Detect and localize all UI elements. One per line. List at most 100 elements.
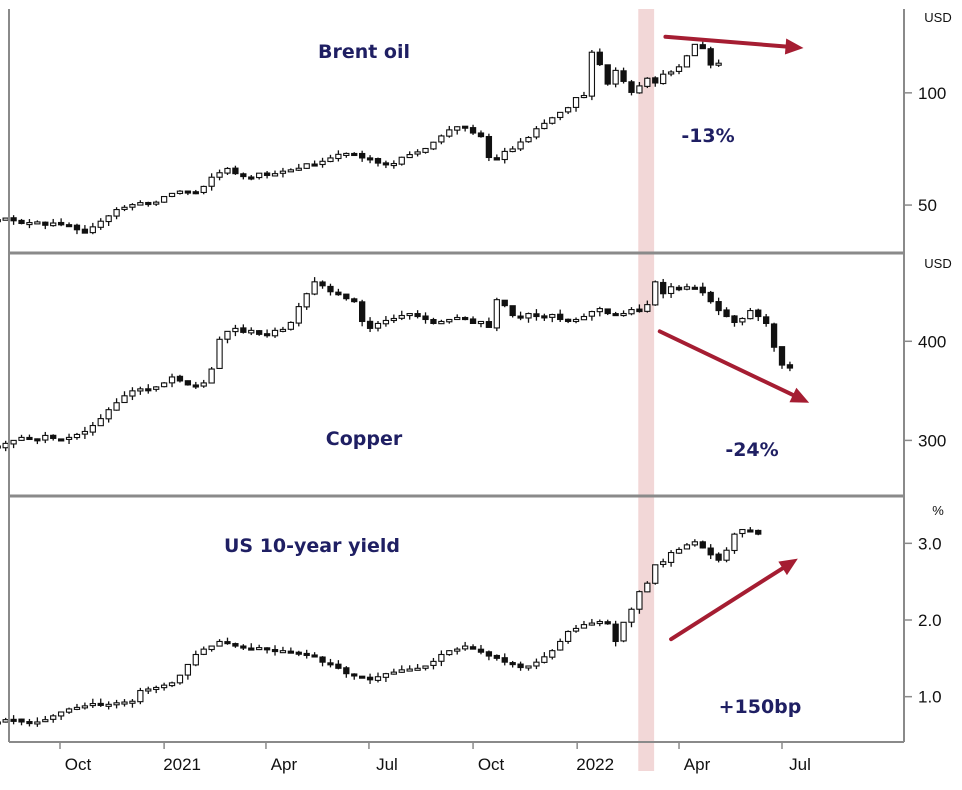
candle xyxy=(517,661,524,671)
candle xyxy=(263,647,271,654)
candle xyxy=(335,660,342,670)
candle-body-up xyxy=(652,564,659,584)
candle-body-up xyxy=(588,51,596,97)
candle xyxy=(612,67,619,88)
candle xyxy=(628,607,635,628)
candle xyxy=(18,718,25,726)
candle-body-down xyxy=(366,320,374,329)
candle xyxy=(65,222,73,228)
unit-label: USD xyxy=(924,256,951,271)
candle-body-down xyxy=(57,221,65,226)
candle xyxy=(731,315,738,327)
candle-body-up xyxy=(628,309,635,315)
candle-body-up xyxy=(557,111,564,119)
x-tick-label: Apr xyxy=(271,755,298,774)
candle xyxy=(636,81,643,94)
candle-body-up xyxy=(572,627,580,632)
candle xyxy=(461,125,469,132)
y-tick-label: 2.0 xyxy=(918,611,942,630)
candle xyxy=(303,163,310,169)
candle xyxy=(707,544,714,560)
candle xyxy=(683,543,691,550)
candle xyxy=(42,431,49,444)
candle xyxy=(263,329,271,338)
candle xyxy=(691,284,699,290)
candle xyxy=(612,620,619,647)
candle-body-up xyxy=(105,409,112,420)
candle-body-up xyxy=(216,338,223,369)
candle xyxy=(501,147,508,164)
candle xyxy=(327,283,334,296)
candle xyxy=(541,313,548,321)
candle xyxy=(57,218,65,227)
candle-body-up xyxy=(113,402,120,411)
candle xyxy=(660,558,667,568)
candle xyxy=(469,644,477,650)
candle xyxy=(10,215,17,225)
candle xyxy=(168,373,176,388)
candle-body-down xyxy=(564,318,572,323)
candle-body-up xyxy=(34,721,41,725)
candle xyxy=(73,432,81,440)
candle xyxy=(42,715,49,723)
candle xyxy=(105,701,112,710)
candle xyxy=(755,529,762,536)
candle xyxy=(390,668,397,675)
candle xyxy=(263,171,271,179)
candle xyxy=(81,702,89,710)
candle-body-up xyxy=(438,320,445,325)
candle-body-up xyxy=(89,703,96,707)
candle xyxy=(747,527,754,533)
candle-body-down xyxy=(359,152,366,159)
change-annotation: +150bp xyxy=(719,696,802,718)
candle-body-down xyxy=(57,438,65,442)
candle xyxy=(240,324,247,334)
candle xyxy=(660,278,667,299)
candle-body-up xyxy=(739,528,746,535)
candle xyxy=(469,316,477,324)
candle xyxy=(525,312,532,323)
candle-body-up xyxy=(477,320,485,325)
candle-body-down xyxy=(786,364,794,369)
candle-body-up xyxy=(675,66,683,72)
candle xyxy=(121,391,128,404)
candle-body-up xyxy=(295,167,302,171)
candle-body-down xyxy=(248,647,255,651)
candle-body-down xyxy=(311,163,318,167)
candle-body-up xyxy=(715,62,722,66)
candle-body-up xyxy=(731,533,738,552)
candle-body-up xyxy=(644,77,651,87)
candle-body-down xyxy=(509,305,516,317)
trend-arrow-head xyxy=(784,38,804,55)
candle-body-down xyxy=(612,313,619,317)
candle-body-up xyxy=(525,665,532,669)
candle-body-up xyxy=(493,299,500,329)
candle-body-up xyxy=(382,673,390,678)
invasion-highlight-band xyxy=(638,9,655,771)
candle-body-up xyxy=(572,97,580,108)
candle xyxy=(81,426,89,439)
candle-body-up xyxy=(224,167,231,174)
candle xyxy=(10,715,17,725)
panel-title: Brent oil xyxy=(318,41,410,63)
candle xyxy=(303,649,310,659)
candle xyxy=(652,280,659,306)
candle-body-up xyxy=(287,321,295,330)
candle xyxy=(232,324,239,337)
candle-body-up xyxy=(192,653,199,666)
candle-body-down xyxy=(240,327,247,333)
change-annotation: -13% xyxy=(681,125,734,147)
candle-body-down xyxy=(327,285,334,293)
candle xyxy=(287,168,295,173)
candle-body-up xyxy=(184,663,192,676)
y-tick-label: 100 xyxy=(918,84,946,103)
candle xyxy=(89,698,96,709)
candle xyxy=(382,672,390,683)
candle-body-up xyxy=(303,293,310,308)
candle-body-up xyxy=(446,129,453,137)
candle xyxy=(18,434,25,441)
candle xyxy=(541,652,548,664)
candle xyxy=(770,322,778,352)
candle xyxy=(580,313,588,321)
candle-body-up xyxy=(208,176,215,187)
